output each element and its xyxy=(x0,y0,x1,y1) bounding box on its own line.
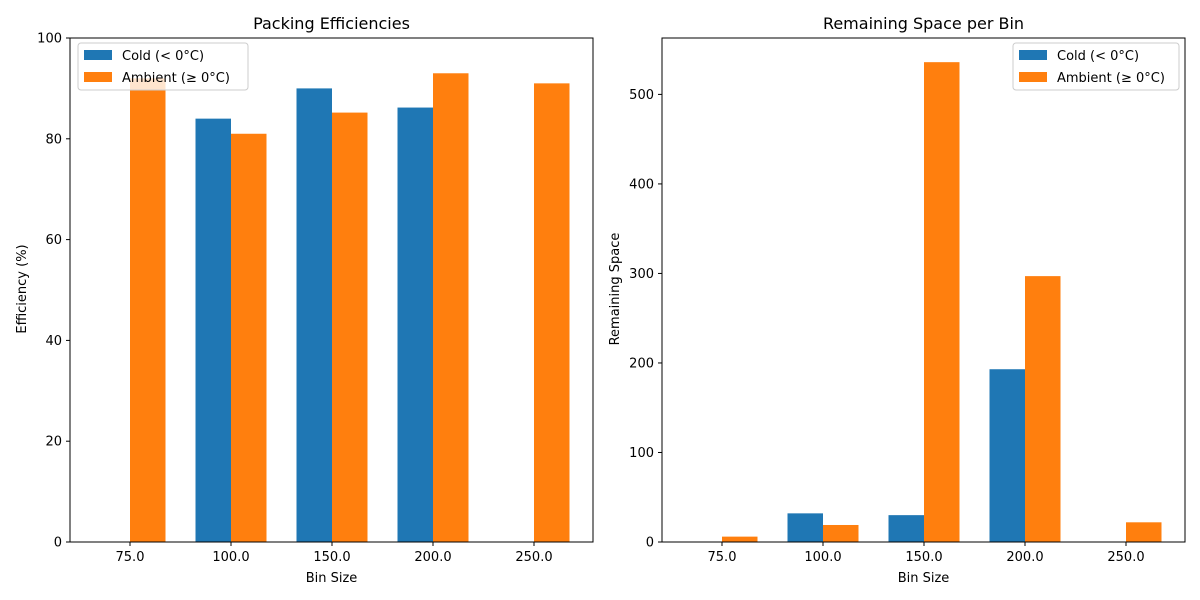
efficiency-ticks: 75.0 100.0 150.0 200.0 250.0 0 20 40 60 80 100 xyxy=(37,32,552,566)
efficiency-y-tick-label-0: 0 xyxy=(54,536,62,551)
efficiency-x-tick-label-2: 150.0 xyxy=(313,550,350,565)
efficiency-bar-ambient-0 xyxy=(130,78,166,542)
efficiency-bar-ambient-1 xyxy=(231,133,267,542)
remaining-space-bar-cold-1 xyxy=(787,513,823,542)
remaining-space-y-tick-label-1: 100 xyxy=(629,446,654,461)
efficiency-x-tick-label-1: 100.0 xyxy=(212,550,249,565)
efficiency-legend-label-cold: Cold (< 0°C) xyxy=(122,49,204,64)
remaining-space-chart-panel: Remaining Space per Bin Bin Size Remaini… xyxy=(608,14,1186,586)
efficiency-x-axis-label: Bin Size xyxy=(306,571,358,586)
remaining-space-x-tick-label-1: 100.0 xyxy=(804,550,841,565)
efficiency-bar-cold-3 xyxy=(397,107,433,542)
efficiency-x-tick-label-4: 250.0 xyxy=(515,550,552,565)
efficiency-bar-ambient-2 xyxy=(332,112,368,542)
remaining-space-x-tick-label-2: 150.0 xyxy=(905,550,942,565)
remaining-space-y-tick-label-2: 200 xyxy=(629,356,654,371)
efficiency-chart-panel: Packing Efficiencies Bin Size Efficiency… xyxy=(15,14,594,586)
remaining-space-legend-swatch-cold xyxy=(1019,50,1047,60)
remaining-space-x-tick-label-0: 75.0 xyxy=(708,550,737,565)
efficiency-bar-ambient-3 xyxy=(433,73,469,542)
efficiency-legend-swatch-ambient xyxy=(84,72,112,82)
remaining-space-y-tick-label-4: 400 xyxy=(629,177,654,192)
efficiency-legend-box xyxy=(77,42,249,91)
remaining-space-ticks: 75.0 100.0 150.0 200.0 250.0 0 100 200 300 400 500 xyxy=(629,88,1144,565)
efficiency-chart-title: Packing Efficiencies xyxy=(253,14,410,33)
remaining-space-bar-cold-2 xyxy=(888,515,924,542)
efficiency-legend-swatch-cold xyxy=(84,50,112,60)
remaining-space-x-tick-label-4: 250.0 xyxy=(1107,550,1144,565)
remaining-space-plot-frame xyxy=(661,37,1186,543)
remaining-space-y-tick-label-3: 300 xyxy=(629,267,654,282)
efficiency-bar-cold-1 xyxy=(195,118,231,542)
efficiency-y-tick-label-5: 100 xyxy=(37,32,62,47)
remaining-space-y-tick-label-0: 0 xyxy=(646,536,654,551)
efficiency-plot-frame xyxy=(69,37,594,543)
efficiency-y-axis-label: Efficiency (%) xyxy=(15,244,30,333)
remaining-space-legend: Cold (< 0°C) Ambient (≥ 0°C) xyxy=(1012,42,1180,91)
efficiency-x-tick-label-3: 200.0 xyxy=(414,550,451,565)
efficiency-bar-cold-2 xyxy=(296,88,332,543)
efficiency-y-tick-label-2: 40 xyxy=(45,334,62,349)
remaining-space-legend-label-ambient: Ambient (≥ 0°C) xyxy=(1057,71,1165,86)
remaining-space-bar-ambient-1 xyxy=(823,524,859,542)
remaining-space-bars xyxy=(722,62,1162,543)
remaining-space-x-tick-label-3: 200.0 xyxy=(1006,550,1043,565)
remaining-space-chart-title: Remaining Space per Bin xyxy=(823,14,1024,33)
efficiency-y-tick-label-4: 80 xyxy=(45,132,62,147)
remaining-space-legend-box xyxy=(1012,42,1180,91)
remaining-space-bar-ambient-4 xyxy=(1126,522,1162,542)
remaining-space-y-tick-label-5: 500 xyxy=(629,88,654,103)
efficiency-y-tick-label-3: 60 xyxy=(45,233,62,248)
remaining-space-y-axis-label: Remaining Space xyxy=(608,233,623,346)
efficiency-bars xyxy=(130,73,570,543)
remaining-space-legend-swatch-ambient xyxy=(1019,72,1047,82)
efficiency-x-tick-label-0: 75.0 xyxy=(116,550,145,565)
efficiency-legend-label-ambient: Ambient (≥ 0°C) xyxy=(122,71,230,86)
efficiency-y-tick-label-1: 20 xyxy=(45,435,62,450)
remaining-space-legend-label-cold: Cold (< 0°C) xyxy=(1057,49,1139,64)
remaining-space-bar-ambient-0 xyxy=(722,536,758,542)
efficiency-bar-ambient-4 xyxy=(534,83,570,543)
remaining-space-x-axis-label: Bin Size xyxy=(898,571,950,586)
remaining-space-bar-ambient-3 xyxy=(1025,276,1061,542)
remaining-space-bar-ambient-2 xyxy=(924,62,960,543)
efficiency-legend: Cold (< 0°C) Ambient (≥ 0°C) xyxy=(77,42,249,91)
remaining-space-bar-cold-3 xyxy=(989,369,1025,542)
